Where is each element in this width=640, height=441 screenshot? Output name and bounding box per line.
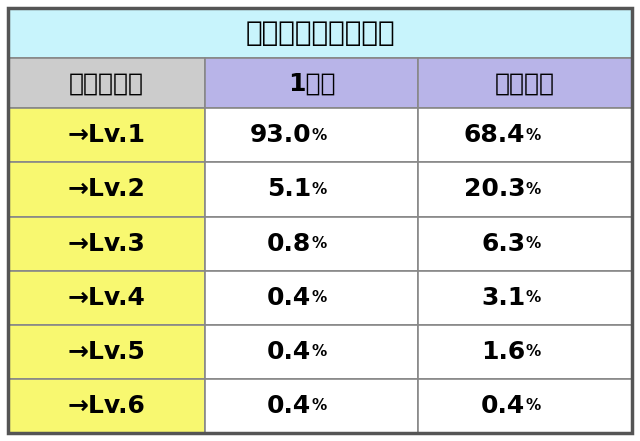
Text: 1枚役: 1枚役 [287, 71, 335, 95]
Text: →Lv.4: →Lv.4 [67, 286, 145, 310]
Bar [205, 58, 419, 108]
Bar [419, 271, 632, 325]
Bar [205, 108, 419, 162]
Text: →Lv.2: →Lv.2 [67, 177, 145, 202]
Text: %: % [312, 236, 326, 251]
Text: 68.4: 68.4 [463, 123, 525, 147]
Bar [8, 325, 205, 379]
Text: %: % [525, 128, 540, 143]
Text: リプレイ: リプレイ [495, 71, 555, 95]
Bar [8, 58, 205, 108]
Text: %: % [312, 182, 326, 197]
Bar [8, 162, 205, 217]
Bar [205, 271, 419, 325]
Bar [419, 379, 632, 433]
Text: %: % [312, 344, 326, 359]
Text: %: % [525, 398, 540, 414]
Text: →Lv.6: →Lv.6 [67, 394, 145, 418]
Bar [8, 108, 205, 162]
Text: →Lv.3: →Lv.3 [67, 232, 145, 256]
Bar [419, 217, 632, 271]
Text: %: % [525, 182, 540, 197]
Bar [419, 108, 632, 162]
Text: →Lv.1: →Lv.1 [67, 123, 145, 147]
Text: 0.8: 0.8 [267, 232, 312, 256]
Text: 0.4: 0.4 [267, 286, 312, 310]
Text: 93.0: 93.0 [250, 123, 312, 147]
Text: 撃破レベル: 撃破レベル [68, 71, 144, 95]
Text: →Lv.5: →Lv.5 [67, 340, 145, 364]
Bar [205, 217, 419, 271]
Text: 1.6: 1.6 [481, 340, 525, 364]
Bar [419, 58, 632, 108]
Bar [8, 217, 205, 271]
Bar [419, 162, 632, 217]
Text: %: % [312, 128, 326, 143]
Text: 0.4: 0.4 [267, 394, 312, 418]
Text: 0.4: 0.4 [267, 340, 312, 364]
Bar [419, 325, 632, 379]
Text: %: % [525, 236, 540, 251]
Bar [8, 271, 205, 325]
Text: レベルリセット抽選: レベルリセット抽選 [245, 19, 395, 47]
Text: 5.1: 5.1 [267, 177, 312, 202]
Text: %: % [525, 290, 540, 305]
Bar [8, 8, 632, 58]
Text: %: % [312, 290, 326, 305]
Text: 20.3: 20.3 [463, 177, 525, 202]
Text: %: % [525, 344, 540, 359]
Text: 6.3: 6.3 [481, 232, 525, 256]
Bar [205, 325, 419, 379]
Text: %: % [312, 398, 326, 414]
Bar [8, 379, 205, 433]
Bar [205, 379, 419, 433]
Text: 3.1: 3.1 [481, 286, 525, 310]
Text: 0.4: 0.4 [481, 394, 525, 418]
Bar [205, 162, 419, 217]
